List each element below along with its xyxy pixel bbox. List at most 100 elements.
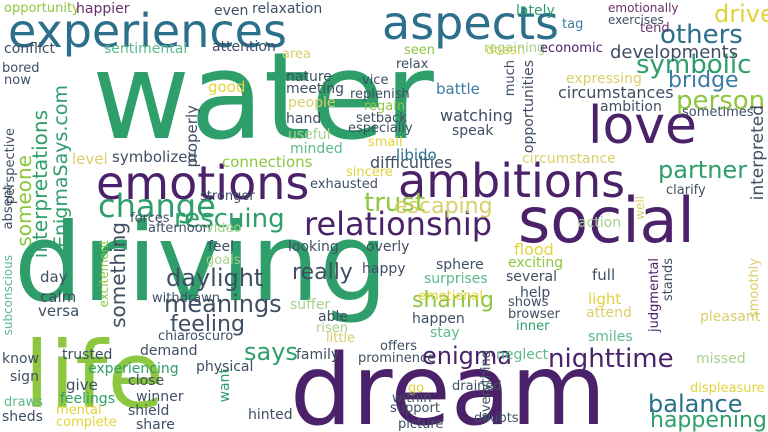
cloud-word: even [214,3,249,19]
cloud-word: especially [348,121,413,136]
cloud-word: economic [540,41,603,56]
cloud-word: neglect [496,347,549,363]
cloud-word: sentimental [104,41,188,57]
cloud-word: know [2,351,39,367]
cloud-word: forces [130,211,170,226]
cloud-word: developments [610,42,739,63]
cloud-word: clarify [666,183,706,198]
cloud-word: water [92,28,434,167]
cloud-word: change [98,187,216,225]
cloud-word: relaxation [252,1,323,17]
cloud-word: daylight [166,264,264,292]
cloud-word: shield [128,403,170,419]
cloud-word: emotionally [608,1,679,15]
cloud-word: properly [183,105,201,168]
cloud-word: doubts [474,411,519,426]
cloud-word: mental [56,403,102,418]
cloud-word: stands [661,258,676,302]
cloud-word: versa [38,302,80,320]
cloud-word: love [588,96,698,156]
cloud-word: trust [364,188,426,218]
cloud-word: drained [452,379,502,394]
cloud-word: level [72,150,108,168]
cloud-word: now [4,73,31,88]
cloud-word: little [326,331,356,346]
cloud-word: close [128,373,165,389]
cloud-word: stay [430,325,460,341]
cloud-word: trusted [62,347,113,363]
cloud-word: bored [2,61,40,76]
cloud-word: offers [380,339,418,354]
cloud-word: within [392,391,432,406]
cloud-word: go [408,381,425,396]
cloud-word: happenings [650,408,768,432]
cloud-word: drive [714,0,768,28]
cloud-word: sincere [346,165,393,180]
cloud-word: escaping [394,194,493,219]
cloud-word: suffer [290,297,331,313]
cloud-word: sign [10,369,39,385]
cloud-word: goals [206,253,241,268]
cloud-word: afternoon [148,221,211,236]
cloud-word: day [40,268,68,286]
cloud-word: replenish [350,87,410,102]
cloud-word: picture [398,417,444,432]
cloud-word: happen [412,311,465,327]
cloud-word: balance [648,390,743,418]
cloud-word: vice [362,73,389,88]
cloud-word: action [578,215,622,231]
cloud-word: regain [364,99,406,114]
cloud-word: shows [508,295,549,310]
cloud-word: tag [562,17,584,32]
cloud-word: happier [76,1,130,17]
cloud-word: family [296,347,340,363]
cloud-word: demand [140,343,198,359]
cloud-word: attention [212,39,276,55]
cloud-word: driving [14,201,388,326]
cloud-word: useful [288,127,331,143]
cloud-word: overly [366,239,410,255]
cloud-word: libido [396,146,437,164]
cloud-word: really [292,260,353,285]
cloud-word: share [136,417,175,432]
cloud-word: exercises [608,13,664,27]
cloud-word: emotions [96,156,310,210]
cloud-word: help [520,285,551,301]
cloud-word: surprises [424,271,488,287]
cloud-word: exhausted [310,177,379,192]
cloud-word: judgmental [647,258,662,332]
cloud-word: says [244,338,298,366]
cloud-word: dream [290,334,607,432]
cloud-word: nighttime [548,344,674,374]
cloud-word: absent [1,185,16,230]
cloud-word: expressing [566,71,642,87]
cloud-word: lately [516,3,555,19]
cloud-word: difficulties [370,153,453,172]
cloud-word: prominence [358,351,436,366]
cloud-word: happy [362,261,406,277]
cloud-word: risen [316,321,348,336]
cloud-word: full [592,266,616,284]
cloud-word: browser [508,307,561,322]
cloud-word: several [506,269,558,285]
cloud-word: rescuing [174,204,285,234]
cloud-word: opportunities [521,60,537,154]
cloud-word: inner [516,319,550,334]
cloud-word: conflict [4,41,56,57]
cloud-word: good [208,78,246,96]
cloud-word: pleasant [700,309,761,325]
cloud-word: watching [440,106,513,125]
cloud-word: bridge [668,68,739,93]
cloud-word: able [318,309,348,325]
cloud-word: life [24,322,165,429]
cloud-word: person [676,86,766,116]
cloud-word: meeting [286,81,345,97]
cloud-word: something [106,222,130,328]
cloud-word: chiaroscuro [158,329,234,344]
cloud-word: much [503,60,518,97]
cloud-word: sharing [412,288,494,313]
cloud-word: circumstance [522,151,616,167]
cloud-word: battle [436,80,480,98]
cloud-word: experiencing [88,361,179,377]
